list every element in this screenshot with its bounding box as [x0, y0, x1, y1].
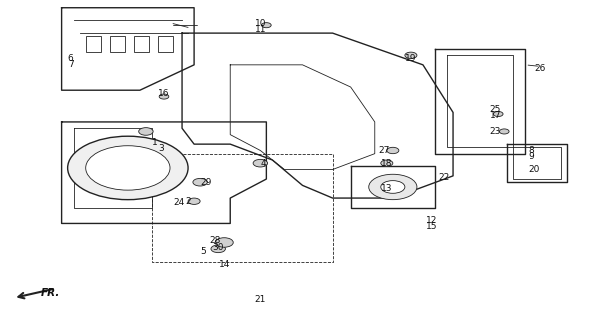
Circle shape: [193, 178, 208, 186]
Text: 19: 19: [405, 54, 417, 63]
Text: 15: 15: [427, 222, 438, 231]
Text: 10: 10: [255, 19, 266, 28]
Text: 22: 22: [439, 173, 450, 182]
Text: 13: 13: [381, 184, 393, 193]
Text: 20: 20: [529, 165, 540, 174]
Circle shape: [188, 198, 200, 204]
Circle shape: [381, 160, 393, 166]
Text: 11: 11: [255, 25, 266, 35]
Bar: [86, 36, 101, 52]
Text: 28: 28: [209, 236, 221, 245]
Bar: [110, 36, 125, 52]
Circle shape: [211, 245, 226, 252]
Text: 18: 18: [381, 159, 393, 168]
Circle shape: [139, 128, 153, 135]
Text: 2: 2: [185, 197, 191, 206]
Text: 7: 7: [68, 60, 74, 69]
Text: 25: 25: [489, 105, 501, 114]
Circle shape: [368, 174, 417, 200]
Circle shape: [253, 159, 267, 167]
Text: 30: 30: [212, 243, 224, 252]
Bar: [134, 36, 149, 52]
Text: 16: 16: [159, 89, 170, 98]
Text: FR.: FR.: [41, 288, 60, 298]
Circle shape: [159, 94, 169, 99]
Text: 14: 14: [218, 260, 230, 269]
Text: 24: 24: [174, 198, 185, 207]
Text: 21: 21: [255, 295, 266, 304]
Text: 26: 26: [535, 63, 546, 73]
Text: 27: 27: [378, 146, 390, 155]
Circle shape: [86, 146, 170, 190]
Text: 23: 23: [489, 127, 501, 136]
Text: 3: 3: [158, 144, 164, 153]
Text: 12: 12: [427, 216, 437, 225]
Text: 8: 8: [529, 146, 534, 155]
Text: 17: 17: [489, 111, 501, 120]
Text: 5: 5: [200, 247, 206, 257]
Text: 1: 1: [152, 138, 158, 147]
Circle shape: [405, 52, 417, 59]
Circle shape: [215, 238, 234, 247]
Text: 9: 9: [529, 152, 534, 161]
Text: 4: 4: [261, 159, 266, 168]
Text: 6: 6: [68, 54, 74, 63]
Circle shape: [381, 180, 405, 193]
Circle shape: [499, 129, 509, 134]
Circle shape: [261, 23, 271, 28]
Text: 29: 29: [200, 178, 212, 187]
Bar: [158, 36, 173, 52]
Circle shape: [387, 147, 399, 154]
Circle shape: [68, 136, 188, 200]
Circle shape: [494, 111, 503, 116]
